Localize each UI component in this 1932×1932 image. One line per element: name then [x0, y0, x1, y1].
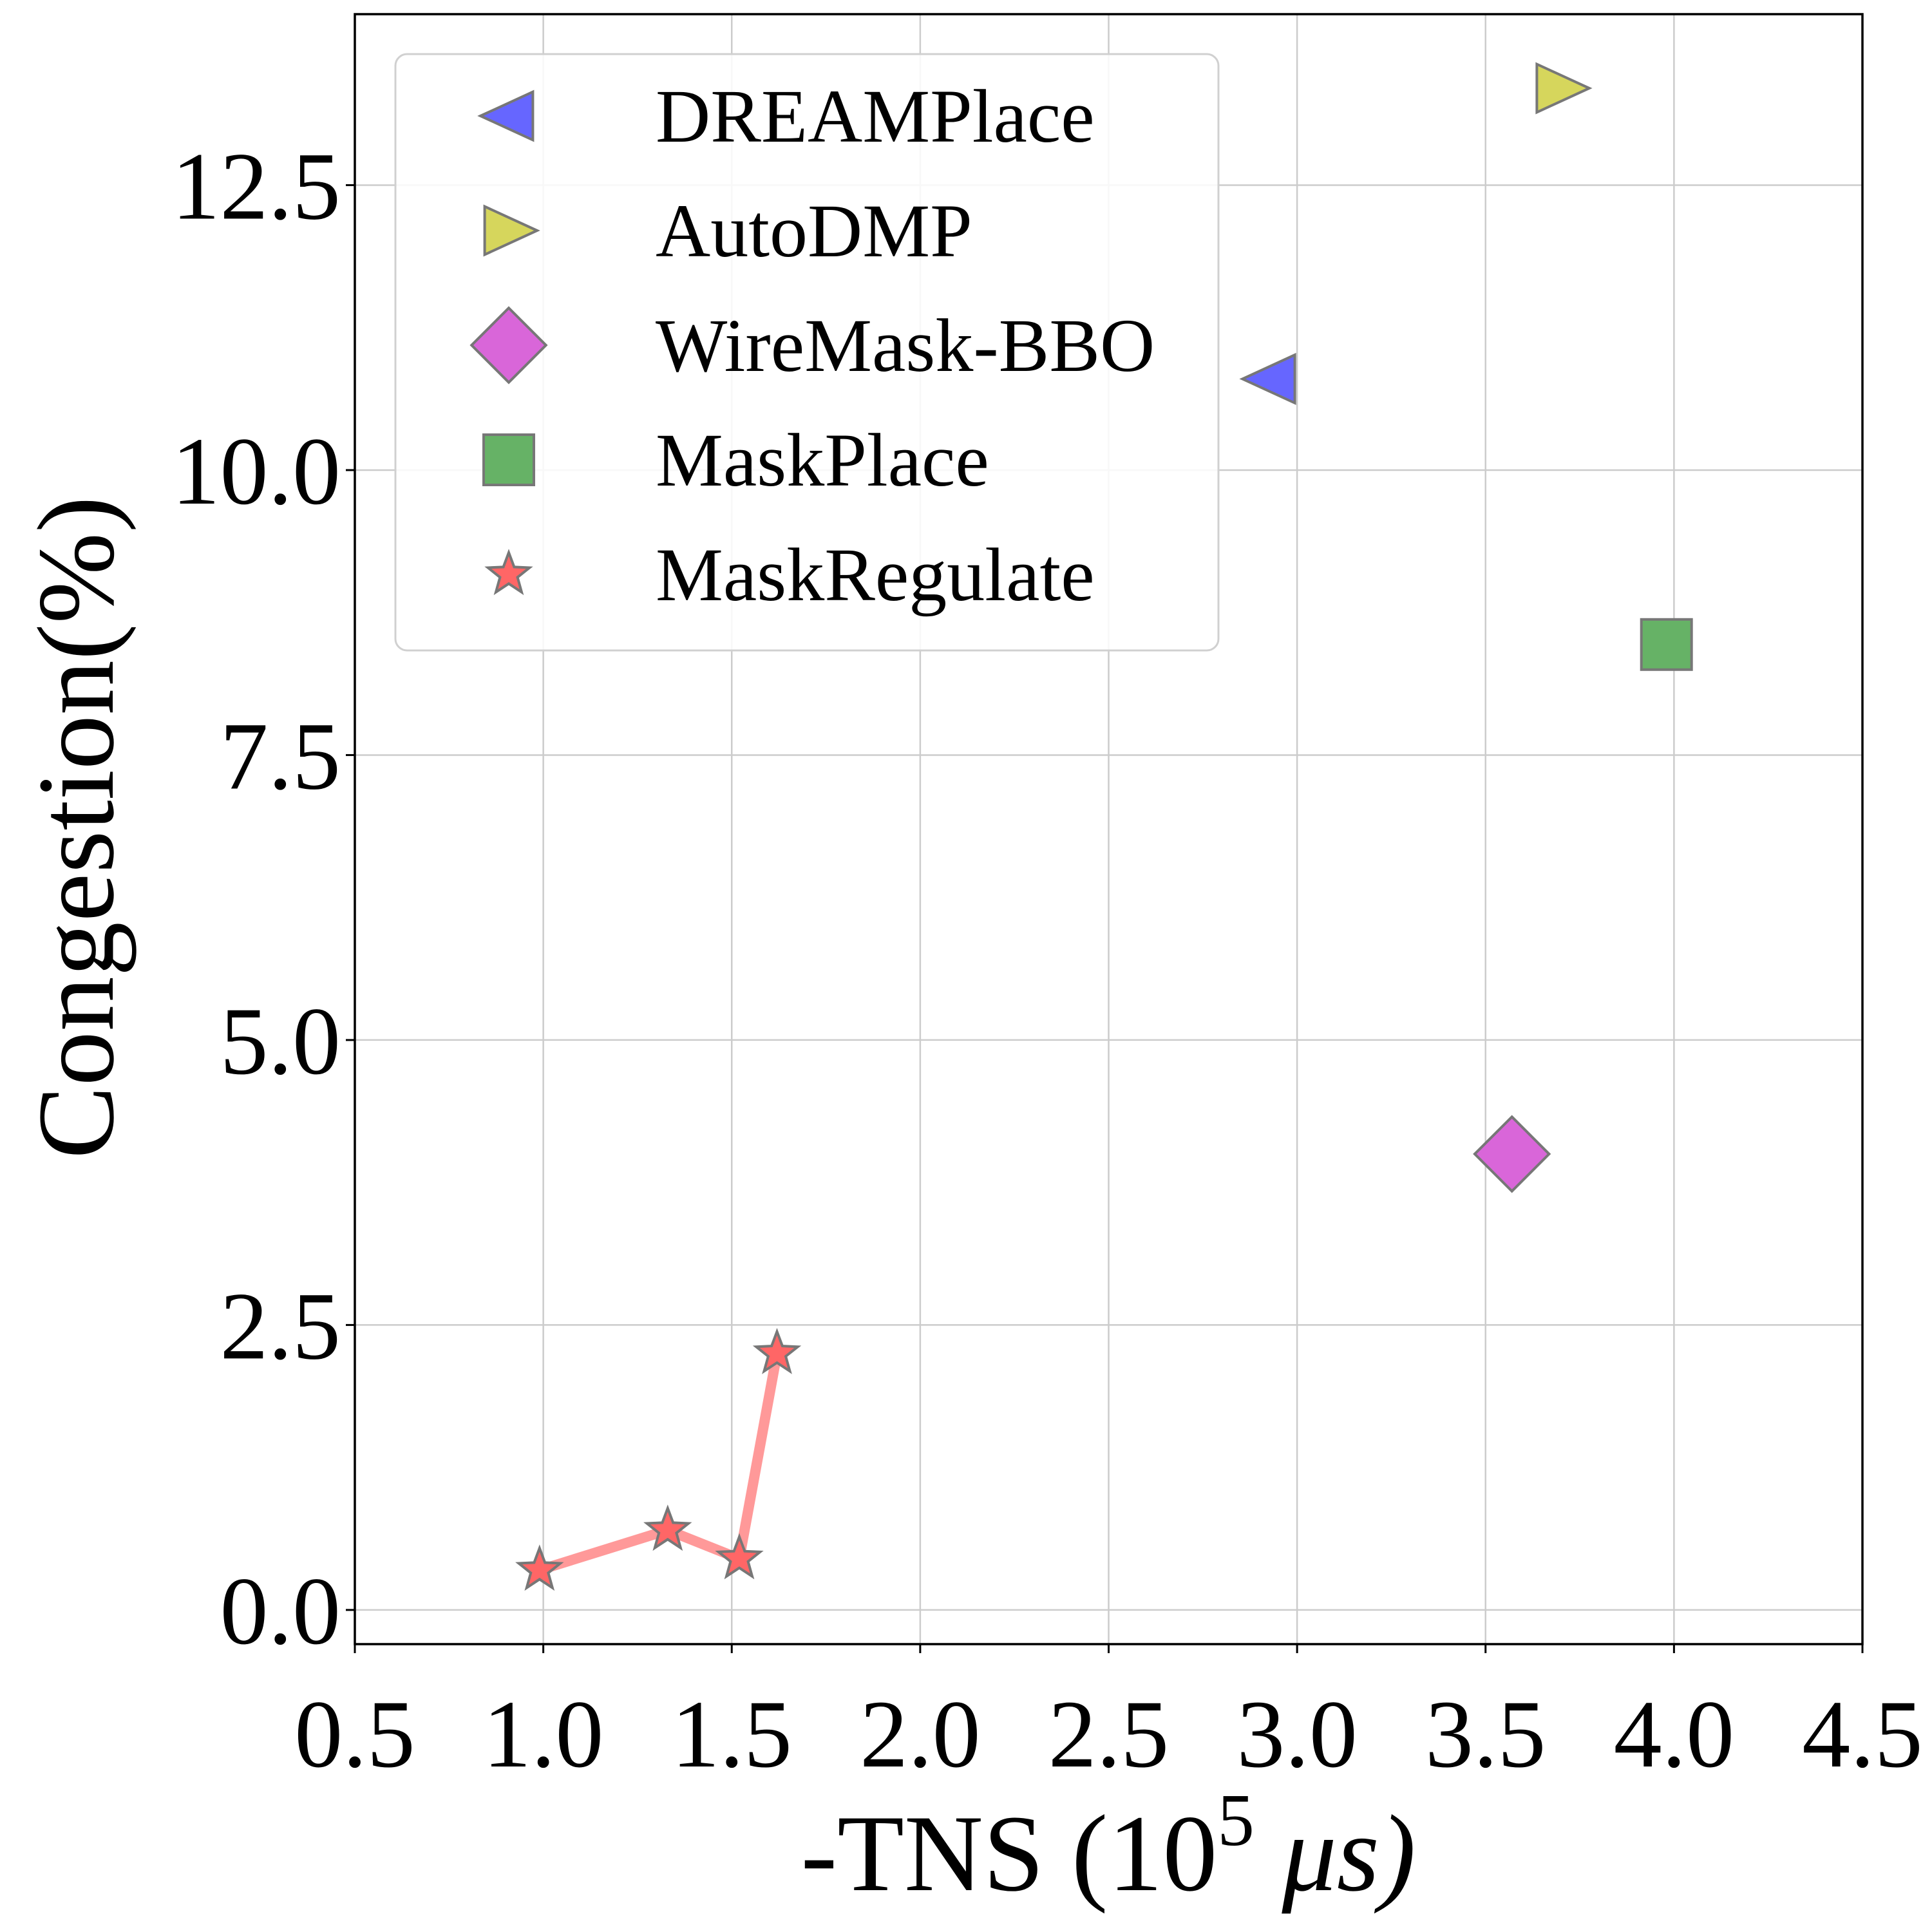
legend-label-maskplace: MaskPlace [656, 418, 989, 502]
y-tick-label: 12.5 [172, 133, 341, 240]
maskregulate-series-line [534, 1348, 782, 1575]
legend-marker-wiremask-bbo [469, 306, 548, 384]
y-tick-label: 2.5 [220, 1273, 341, 1379]
x-tick-label: 1.5 [672, 1681, 793, 1788]
legend: DREAMPlace AutoDMP WireMask-BBO MaskPlace Ma… [394, 53, 1220, 652]
x-tick-label: 4.0 [1614, 1681, 1735, 1788]
x-tick-label: 2.5 [1048, 1681, 1170, 1788]
legend-marker-maskplace [482, 433, 535, 486]
legend-label-autodmp: AutoDMP [656, 189, 972, 273]
maskregulate-point [715, 1533, 764, 1580]
wiremask-bbo-point [1473, 1115, 1551, 1193]
x-tick-label: 1.0 [483, 1681, 604, 1788]
maskregulate-point [515, 1544, 564, 1591]
x-tick-label: 0.5 [294, 1681, 415, 1788]
legend-box [394, 53, 1220, 652]
legend-marker-autodmp [483, 204, 540, 257]
legend-label-dreamplace: DREAMPlace [656, 74, 1095, 158]
y-tick-label: 5.0 [220, 988, 341, 1095]
y-tick-label: 10.0 [172, 418, 341, 525]
data-markers [515, 62, 1693, 1591]
maskplace-point [1640, 618, 1693, 671]
axis-ticks: 0.5 1.0 1.5 2.0 2.5 3.0 3.5 4.0 4.5 0.0 2.5 5.0 7.5 1… [172, 133, 1923, 1788]
x-tick-label: 4.5 [1802, 1681, 1923, 1788]
maskregulate-point [752, 1328, 802, 1374]
y-tick-label: 0.0 [220, 1558, 341, 1665]
legend-label-maskregulate: MaskRegulate [656, 533, 1095, 617]
series-lines [534, 1348, 782, 1575]
x-tick-label: 2.0 [860, 1681, 981, 1788]
legend-marker-dreamplace [477, 90, 535, 142]
x-tick-label: 3.0 [1236, 1681, 1358, 1788]
autodmp-point [1535, 62, 1593, 115]
x-axis-label: -TNS (105 μs) [801, 1779, 1416, 1914]
maskregulate-point [643, 1504, 692, 1551]
legend-marker-maskregulate [484, 549, 533, 596]
y-tick-label: 7.5 [220, 703, 341, 810]
dreamplace-point [1239, 352, 1296, 405]
x-tick-label: 3.5 [1425, 1681, 1546, 1788]
legend-label-wiremask-bbo: WireMask-BBO [656, 303, 1155, 388]
y-axis-label: Congestion(%) [15, 496, 137, 1159]
